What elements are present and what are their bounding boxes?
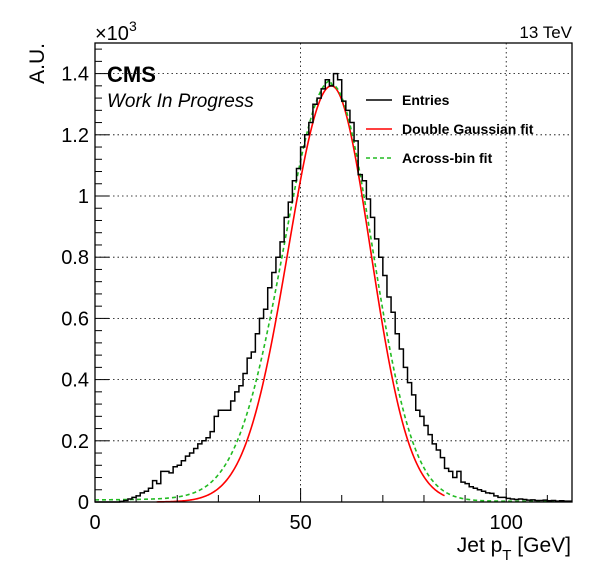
y-tick-label-5: 1 xyxy=(78,186,89,208)
y-axis-multiplier: ×103 xyxy=(95,18,137,45)
y-tick-label-3: 0.6 xyxy=(61,308,89,330)
y-tick-label-1: 0.2 xyxy=(61,431,89,453)
x-tick-label-2: 100 xyxy=(490,512,523,534)
legend-label-double-gaussian: Double Gaussian fit xyxy=(402,121,534,137)
y-tick-label-7: 1.4 xyxy=(61,64,89,86)
y-tick-label-2: 0.4 xyxy=(61,370,89,392)
y-tick-label-4: 0.8 xyxy=(61,247,89,269)
x-axis-title-sub: T xyxy=(502,547,511,564)
double-gaussian-fit-curve xyxy=(156,85,445,503)
grid-lines xyxy=(95,43,572,502)
y-multiplier-exponent: 3 xyxy=(129,18,137,34)
y-tick-label-6: 1.2 xyxy=(61,125,89,147)
cms-label: CMS xyxy=(107,62,156,87)
x-axis-title: Jet pT [GeV] xyxy=(457,534,571,564)
fit-curves xyxy=(94,79,572,503)
y-axis-title: A.U. xyxy=(26,43,49,84)
across-bin-fit-curve xyxy=(94,79,572,503)
legend-label-across-bin: Across-bin fit xyxy=(402,150,493,166)
energy-label: 13 TeV xyxy=(519,23,572,42)
plot-frame xyxy=(94,42,573,503)
entries-histogram-step xyxy=(95,72,572,503)
axis-ticks: 0 50 100 0 0.2 0.4 0.6 0.8 1 1.2 1.4 xyxy=(61,48,548,534)
x-tick-label-1: 50 xyxy=(289,512,311,534)
legend: Entries Double Gaussian fit Across-bin f… xyxy=(366,92,534,166)
x-axis-title-main: Jet p xyxy=(457,534,503,557)
status-label: Work In Progress xyxy=(107,91,254,112)
legend-label-entries: Entries xyxy=(402,92,450,108)
x-axis-title-unit: [GeV] xyxy=(511,534,571,557)
y-tick-label-0: 0 xyxy=(78,492,89,514)
y-multiplier-base: ×10 xyxy=(95,23,129,45)
histogram-entries xyxy=(95,72,572,503)
x-tick-label-0: 0 xyxy=(89,512,100,534)
